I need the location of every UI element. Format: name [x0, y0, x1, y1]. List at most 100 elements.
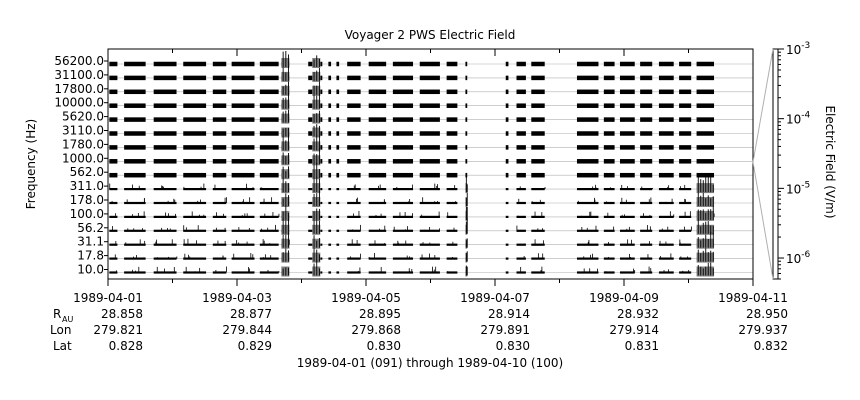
data-spike — [679, 186, 681, 190]
event-spike — [466, 192, 468, 206]
x-tick-r_au: 28.858 — [101, 307, 143, 321]
data-segment — [336, 131, 340, 136]
data-spike — [411, 268, 413, 273]
data-spike — [164, 268, 165, 273]
data-spike — [226, 197, 227, 203]
data-segment — [328, 188, 332, 191]
data-segment — [392, 243, 414, 246]
data-spike — [368, 256, 370, 259]
data-spike — [378, 228, 380, 231]
data-spike — [126, 199, 128, 203]
data-segment — [640, 271, 653, 274]
date-range-footer: 1989-04-01 (091) through 1989-04-10 (100… — [297, 356, 563, 370]
event-spike — [313, 153, 315, 165]
data-segment — [109, 103, 118, 108]
data-segment — [328, 215, 332, 218]
data-segment — [446, 131, 458, 136]
data-segment — [658, 131, 674, 136]
data-segment — [392, 75, 414, 81]
data-segment — [619, 243, 635, 246]
data-segment — [124, 271, 146, 274]
data-segment — [259, 131, 279, 136]
data-segment — [368, 159, 387, 164]
data-spike — [631, 239, 632, 245]
data-spike — [132, 214, 133, 217]
event-spike — [282, 166, 284, 179]
data-segment — [347, 257, 361, 260]
data-spike — [241, 215, 243, 217]
event-spike — [465, 265, 467, 276]
data-spike — [236, 240, 238, 245]
data-segment — [153, 131, 177, 136]
data-segment — [328, 61, 332, 67]
data-spike — [540, 270, 542, 273]
data-spike — [396, 187, 398, 190]
data-segment — [153, 61, 177, 67]
data-spike — [156, 239, 158, 245]
data-spike — [541, 266, 543, 273]
event-spike — [702, 222, 704, 234]
data-spike — [592, 186, 594, 190]
data-segment — [419, 131, 440, 136]
data-segment — [505, 75, 509, 81]
data-segment — [516, 103, 526, 108]
data-segment — [603, 172, 615, 178]
data-segment — [640, 89, 653, 95]
data-segment — [465, 172, 468, 178]
data-spike — [249, 197, 251, 203]
event-spike — [318, 81, 320, 95]
data-segment — [153, 117, 177, 122]
data-segment — [109, 271, 118, 274]
data-segment — [658, 75, 674, 81]
data-segment — [212, 145, 227, 150]
data-segment — [640, 103, 653, 108]
y-tick-label: 5620.0 — [62, 110, 104, 124]
data-segment — [368, 89, 387, 95]
data-segment — [516, 89, 526, 95]
data-segment — [109, 145, 118, 150]
event-spike — [313, 94, 315, 109]
data-spike — [244, 213, 246, 217]
data-spike — [595, 184, 596, 190]
event-spike — [702, 209, 704, 220]
data-spike — [351, 229, 353, 231]
event-spike — [697, 219, 699, 234]
data-spike — [685, 199, 686, 203]
data-spike — [139, 239, 141, 245]
data-segment — [308, 271, 314, 274]
data-segment — [576, 188, 599, 191]
data-segment — [336, 257, 340, 260]
y-tick-label: 17800.0 — [54, 82, 104, 96]
y-tick-label: 31100.0 — [54, 68, 104, 82]
data-spike — [590, 254, 591, 259]
data-segment — [308, 201, 314, 205]
data-segment — [392, 172, 414, 178]
data-spike — [665, 201, 667, 203]
data-segment — [212, 117, 227, 122]
event-spike — [282, 128, 284, 137]
data-segment — [153, 89, 177, 95]
data-spike — [409, 256, 411, 259]
data-spike — [185, 227, 187, 231]
data-spike — [541, 212, 543, 217]
data-segment — [505, 159, 509, 164]
data-spike — [411, 257, 412, 259]
event-spike — [465, 176, 467, 193]
data-segment — [392, 215, 414, 218]
data-spike — [409, 270, 410, 273]
event-spike — [288, 233, 289, 248]
data-segment — [109, 188, 118, 191]
data-segment — [308, 89, 314, 95]
data-spike — [605, 271, 607, 273]
data-spike — [215, 227, 217, 231]
data-segment — [679, 103, 692, 108]
data-segment — [696, 75, 715, 81]
event-spike — [318, 254, 320, 262]
data-spike — [411, 184, 413, 190]
event-spike — [465, 198, 467, 206]
event-spike — [707, 239, 709, 248]
event-spike — [285, 110, 287, 123]
data-spike — [682, 270, 684, 273]
data-segment — [576, 75, 599, 81]
data-segment — [576, 215, 599, 218]
